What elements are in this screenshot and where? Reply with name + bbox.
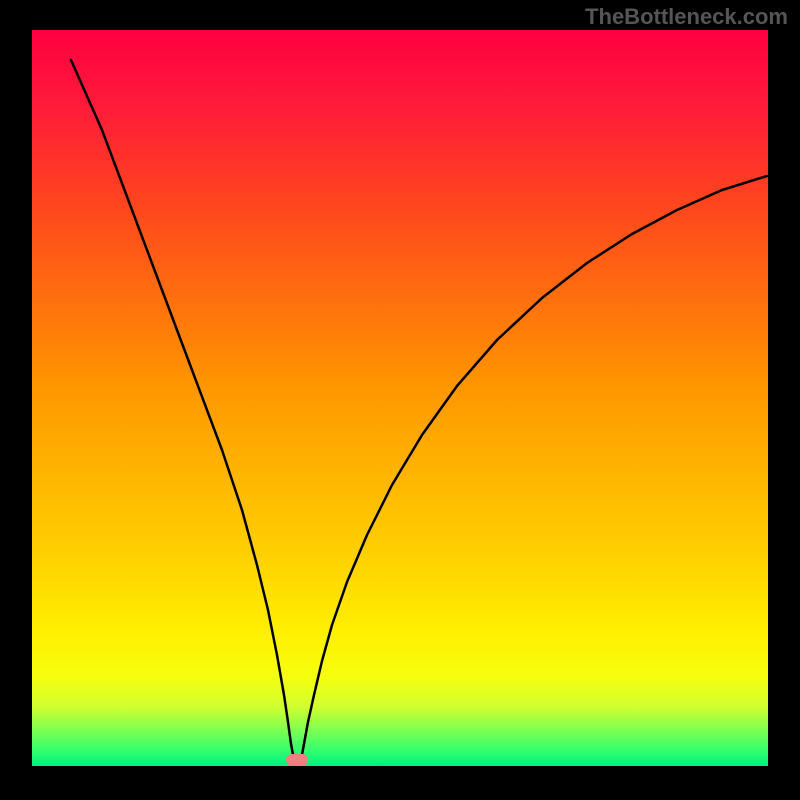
bottleneck-chart — [32, 30, 768, 766]
bottleneck-curve — [32, 30, 768, 766]
curve-path — [71, 60, 767, 766]
optimal-point-marker — [286, 754, 308, 766]
watermark-text: TheBottleneck.com — [585, 4, 788, 30]
